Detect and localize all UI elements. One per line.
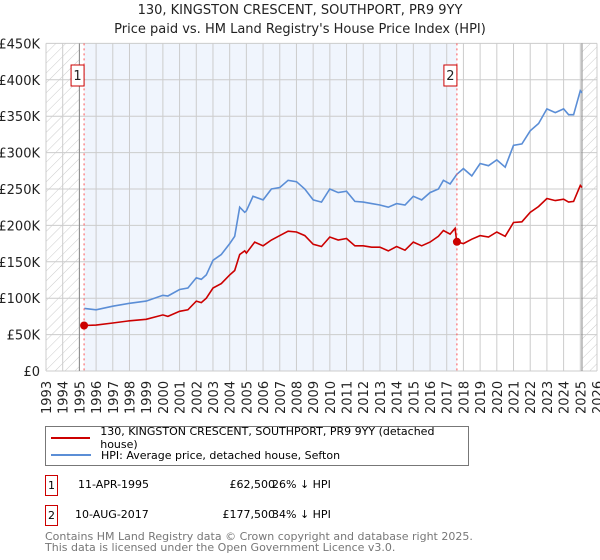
legend-item-property: 130, KINGSTON CRESCENT, SOUTHPORT, PR9 9…	[46, 425, 468, 451]
x-tick-label: 2012	[357, 381, 372, 414]
ownership-shading	[84, 43, 457, 372]
legend-swatch	[51, 454, 91, 456]
sale-label-box	[443, 64, 458, 87]
chart-title: 130, KINGSTON CRESCENT, SOUTHPORT, PR9 9…	[137, 3, 463, 18]
y-tick-label: £250K	[0, 183, 40, 198]
transaction-hpi: 26% ↓ HPI	[272, 478, 331, 491]
copyright-text: Contains HM Land Registry data © Crown c…	[45, 530, 473, 543]
transaction-badge: 2	[45, 505, 58, 526]
y-tick-label: £450K	[0, 37, 40, 52]
x-tick-label: 2006	[257, 381, 272, 414]
sale-point	[452, 237, 461, 246]
x-tick-label: 1999	[140, 381, 155, 414]
x-tick-label: 1996	[90, 381, 105, 414]
x-tick-label: 2018	[457, 381, 472, 414]
x-tick-label: 2015	[407, 381, 422, 414]
x-tick-label: 2007	[274, 381, 289, 414]
x-tick-label: 2010	[324, 381, 339, 414]
x-tick-label: 2004	[224, 381, 239, 414]
transaction-badge: 1	[45, 475, 58, 496]
x-tick-label: 2019	[474, 381, 489, 414]
transaction-date: 10-AUG-2017	[75, 508, 149, 521]
y-tick-label: £50K	[7, 329, 41, 344]
transaction-hpi: 34% ↓ HPI	[272, 508, 331, 521]
y-tick-label: £150K	[0, 256, 40, 271]
chart-subtitle: Price paid vs. HM Land Registry's House …	[114, 22, 486, 37]
x-tick-label: 2026	[591, 381, 600, 414]
x-tick-label: 1994	[57, 381, 72, 414]
x-tick-label: 2009	[307, 381, 322, 414]
legend: 130, KINGSTON CRESCENT, SOUTHPORT, PR9 9…	[45, 425, 469, 466]
y-tick-label: £350K	[0, 110, 40, 125]
x-tick-label: 2016	[424, 381, 439, 414]
transaction-price: £177,500	[222, 508, 276, 521]
hatched-region-after	[581, 43, 597, 372]
sale-point	[80, 321, 89, 330]
x-tick-label: 1998	[123, 381, 138, 414]
sale-label: 1	[73, 69, 81, 84]
transaction-date: 11-APR-1995	[78, 478, 150, 491]
x-tick-label: 1995	[73, 381, 88, 414]
hpi-line	[84, 88, 583, 311]
licence-text: This data is licensed under the Open Gov…	[45, 541, 396, 554]
sale-label-box	[70, 64, 85, 87]
x-tick-label: 2017	[441, 381, 456, 414]
transaction-price: £62,500	[229, 478, 276, 491]
x-tick-label: 2002	[190, 381, 205, 414]
y-tick-label: £400K	[0, 74, 40, 89]
x-tick-label: 2013	[374, 381, 389, 414]
y-tick-label: £0	[23, 365, 40, 380]
y-tick-label: £300K	[0, 147, 40, 162]
x-tick-label: 2001	[174, 381, 189, 414]
legend-swatch	[51, 437, 91, 439]
x-tick-label: 2020	[491, 381, 506, 414]
x-tick-label: 2011	[341, 381, 356, 414]
y-tick-label: £100K	[0, 292, 40, 307]
property-price-line	[84, 183, 583, 327]
legend-label: 130, KINGSTON CRESCENT, SOUTHPORT, PR9 9…	[100, 425, 435, 451]
footer: Contains HM Land Registry data © Crown c…	[45, 531, 473, 553]
x-tick-label: 2022	[524, 381, 539, 414]
y-tick-label: £200K	[0, 219, 40, 234]
sale-label: 2	[446, 69, 454, 84]
x-tick-label: 1993	[40, 381, 55, 414]
x-tick-label: 2014	[391, 381, 406, 414]
x-tick-label: 2023	[541, 381, 556, 414]
x-tick-label: 2003	[207, 381, 222, 414]
legend-item-hpi: HPI: Average price, detached house, Seft…	[46, 447, 340, 463]
x-tick-label: 2025	[574, 381, 589, 414]
x-tick-label: 2024	[558, 381, 573, 414]
x-tick-label: 2008	[290, 381, 305, 414]
x-tick-label: 2021	[508, 381, 523, 414]
price-chart: 1993 1994 1995 1996 1997 1998 1999 2000 2001 2002…	[0, 37, 600, 414]
legend-label: HPI: Average price, detached house, Seft…	[101, 448, 341, 462]
x-tick-label: 1997	[107, 381, 122, 414]
x-tick-label: 2005	[240, 381, 255, 414]
x-tick-label: 2000	[157, 381, 172, 414]
